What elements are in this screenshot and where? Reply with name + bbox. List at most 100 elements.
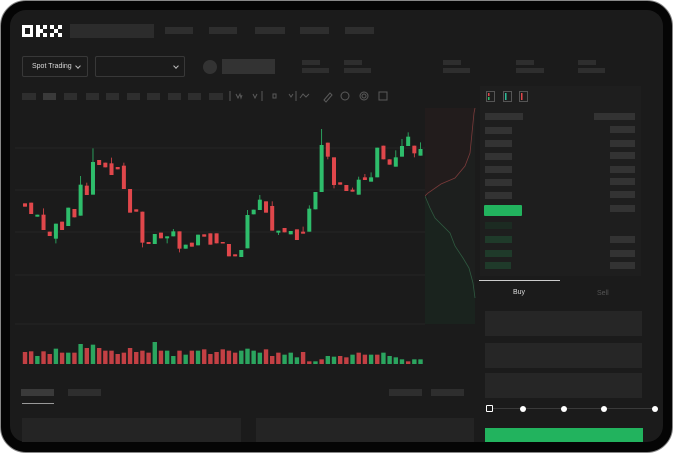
candle [257,195,262,210]
candle-body [152,234,157,244]
volume-bar [59,352,65,364]
search-bar[interactable] [70,24,154,38]
tab-sell[interactable]: Sell [597,290,609,297]
volume-bar [251,350,256,364]
candle [171,229,176,237]
candle [399,139,404,157]
filter-button[interactable] [389,389,422,396]
orders-panel [22,418,241,442]
volume-bar [35,356,40,364]
timeframe-tab[interactable] [106,93,119,100]
total-input[interactable] [485,373,642,398]
volume-bar [270,356,275,364]
slider-stop-50[interactable] [561,406,567,412]
candle [158,232,163,239]
timeframe-tab[interactable] [22,93,36,100]
depth-asks [425,108,475,196]
pair-price [222,59,275,74]
candle [294,229,299,240]
candle-body [325,142,330,157]
timeframe-tab[interactable] [209,93,223,100]
okx-logo[interactable] [22,24,62,37]
volume-bar [319,359,324,364]
volume-bar [412,359,417,364]
slider-stop-100[interactable] [652,406,658,412]
tab-open-orders[interactable] [21,389,54,396]
candle [338,182,343,185]
timeframe-tab[interactable] [188,93,201,100]
volume-bar [84,348,89,364]
volume-bar [158,350,164,364]
candle [208,233,213,245]
nav-item[interactable] [209,27,237,34]
candle-body [53,223,58,239]
volume-bar [257,352,263,364]
candle-body [158,232,163,239]
candle-body [257,199,262,210]
volume-bar [245,348,250,364]
candle-body [418,149,423,156]
candle [301,226,306,234]
price-input[interactable] [485,311,642,336]
volume-bar [127,348,133,364]
timeframe-tab[interactable] [127,93,140,100]
orderbook-both-icon [486,91,495,102]
nav-item[interactable] [345,27,374,34]
candle-body [146,242,151,244]
indicator-icon [235,92,243,100]
volume-bar [109,350,114,364]
chart-tools [229,91,388,103]
candle-body [350,189,355,192]
slider-stop-75[interactable] [601,406,607,412]
candle [344,185,349,191]
candle [251,209,256,215]
settings-icon [359,91,369,101]
volume-bar [140,350,145,364]
timeframe-tab[interactable] [168,93,181,100]
candle-body [171,231,176,237]
candle [165,236,170,244]
nav-item[interactable] [255,27,285,34]
timeframe-tab[interactable] [147,93,160,100]
candle-body [307,208,312,232]
amount-slider[interactable] [489,408,655,409]
timeframe-tab[interactable] [86,93,99,100]
nav-item[interactable] [300,27,329,34]
volume-bar [239,350,244,364]
volume-bar [22,352,28,364]
candle-body [60,221,65,230]
candle-body [220,242,225,244]
nav-item[interactable] [165,27,193,34]
slider-handle[interactable] [486,405,493,412]
candle [66,207,71,226]
timeframe-tab-active[interactable] [43,93,56,100]
pair-selector[interactable] [95,56,185,77]
candle-body [84,185,89,195]
candle [412,145,417,158]
volume-bar [344,357,349,364]
slider-stop-25[interactable] [520,406,526,412]
candlestick-chart[interactable] [15,120,425,370]
market-selector[interactable]: Spot Trading [22,56,88,77]
volume-bar [300,352,306,364]
candle [214,233,219,244]
candle [375,147,380,178]
volume-bar [294,357,300,364]
amount-input[interactable] [485,343,642,368]
candle-body [393,157,398,167]
candle [53,223,58,244]
filter-button[interactable] [431,389,464,396]
candle-body [103,162,108,168]
timeframe-tab[interactable] [64,93,77,100]
buy-button[interactable] [485,428,643,442]
candle-body [233,254,238,257]
candle-body [177,231,182,249]
candle-body [344,185,349,191]
depth-chart [425,108,476,324]
tab-buy[interactable]: Buy [513,289,526,296]
volume-bar [183,354,188,364]
tab-order-history[interactable] [68,389,101,396]
crosshair-icon [272,93,277,99]
candle-body [264,201,269,213]
line-icon [299,93,310,99]
